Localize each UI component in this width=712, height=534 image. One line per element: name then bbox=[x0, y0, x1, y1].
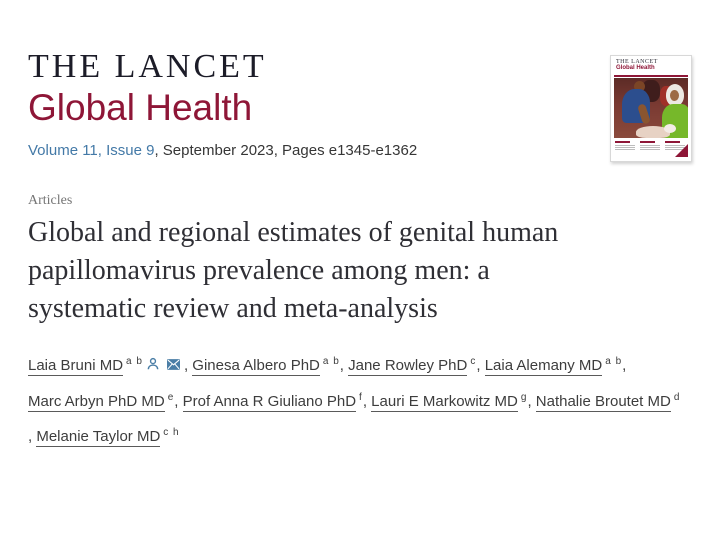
author-line: , Melanie Taylor MD c h bbox=[28, 417, 688, 452]
author-affiliation-sup: g bbox=[520, 391, 528, 403]
author-link[interactable]: Jane Rowley PhD bbox=[348, 356, 468, 376]
author-list: Laia Bruni MD a b, Ginesa Albero PhD a b, … bbox=[28, 346, 688, 452]
cover-photo-man-head bbox=[634, 81, 645, 92]
journal-cover[interactable]: THE LANCET Global Health bbox=[610, 55, 692, 162]
volume-issue-link[interactable]: Volume 11, Issue 9 bbox=[28, 141, 155, 159]
author-separator: , bbox=[476, 356, 485, 374]
author-line: Marc Arbyn PhD MD e, Prof Anna R Giuliano… bbox=[28, 382, 688, 417]
section-label: Articles bbox=[28, 192, 73, 208]
author-link[interactable]: Melanie Taylor MD bbox=[36, 427, 161, 447]
article-title-line: papillomavirus prevalence among men: a bbox=[28, 254, 490, 286]
author-affiliation-sup: d bbox=[673, 391, 681, 403]
person-icon[interactable] bbox=[146, 351, 160, 382]
author-separator: , bbox=[28, 427, 37, 445]
article-title-line: Global and regional estimates of genital… bbox=[28, 216, 559, 248]
cover-footer-column bbox=[665, 141, 687, 157]
cover-journal-name: THE LANCET bbox=[616, 59, 658, 65]
author-separator: , bbox=[622, 356, 627, 374]
author-separator: , bbox=[174, 392, 183, 410]
author-separator: , bbox=[362, 392, 372, 410]
author-affiliation-sup: f bbox=[359, 391, 363, 403]
content-area: THE LANCET Global Health Volume 11, Issu… bbox=[28, 48, 688, 452]
author-affiliation-sup: a b bbox=[322, 355, 340, 367]
author-affiliation-sup: c bbox=[470, 355, 477, 367]
author-link[interactable]: Prof Anna R Giuliano PhD bbox=[182, 392, 357, 412]
cover-rule bbox=[614, 75, 688, 77]
author-affiliation-sup: a b bbox=[126, 355, 143, 367]
author-affiliation-sup: e bbox=[167, 391, 175, 403]
author-separator: , bbox=[527, 392, 536, 410]
author-link[interactable]: Ginesa Albero PhD bbox=[192, 356, 320, 376]
envelope-icon[interactable] bbox=[166, 351, 181, 382]
article-title-line: systematic review and meta-analysis bbox=[28, 292, 438, 324]
cover-photo-woman-face bbox=[670, 90, 679, 101]
author-line: Laia Bruni MD a b, Ginesa Albero PhD a b, … bbox=[28, 346, 688, 382]
cover-footer bbox=[614, 139, 688, 157]
article-title: Global and regional estimates of genital… bbox=[28, 214, 688, 328]
issue-info-text: , September 2023, Pages e1345-e1362 bbox=[154, 141, 418, 159]
cover-photo-cpr-manikin bbox=[636, 126, 670, 138]
journal-subtitle: Global Health bbox=[28, 87, 253, 129]
author-separator: , bbox=[339, 356, 349, 374]
cover-footer-column bbox=[640, 141, 662, 157]
author-link[interactable]: Laia Bruni MD bbox=[28, 356, 124, 376]
cover-journal-subtitle: Global Health bbox=[616, 65, 655, 71]
cover-footer-column bbox=[615, 141, 637, 157]
volume-issue-line: Volume 11, Issue 9, September 2023, Page… bbox=[28, 142, 688, 159]
author-separator: , bbox=[183, 356, 193, 374]
journal-name: THE LANCET bbox=[28, 48, 267, 85]
cover-masthead: THE LANCET Global Health bbox=[611, 56, 691, 74]
cover-photo-cpr-manikin-head bbox=[664, 124, 676, 133]
author-link[interactable]: Nathalie Broutet MD bbox=[535, 392, 671, 412]
author-link[interactable]: Marc Arbyn PhD MD bbox=[28, 392, 165, 412]
author-link[interactable]: Lauri E Markowitz MD bbox=[371, 392, 518, 412]
author-affiliation-sup: c h bbox=[163, 426, 180, 438]
cover-photo bbox=[614, 78, 688, 138]
author-affiliation-sup: a b bbox=[605, 355, 623, 367]
author-link[interactable]: Laia Alemany MD bbox=[484, 356, 603, 376]
